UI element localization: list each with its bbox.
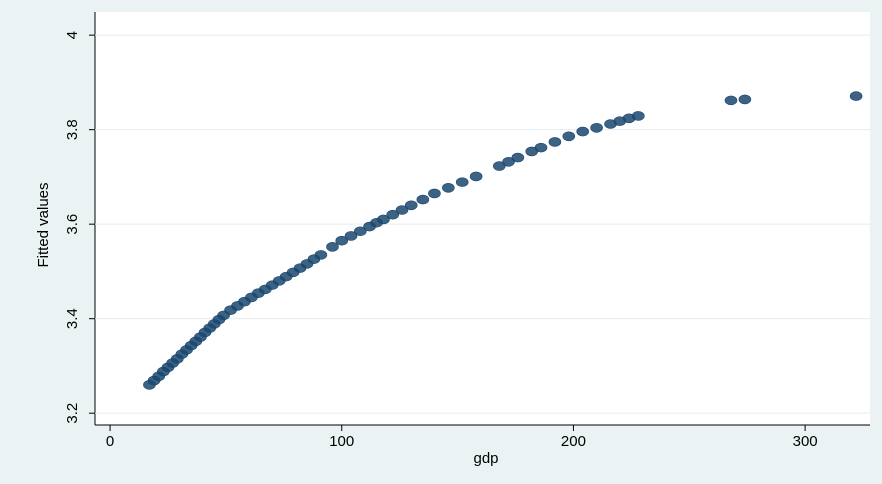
y-tick-label: 3.6 [64,214,81,235]
point [739,95,751,104]
y-tick-label: 4 [64,31,81,39]
point [512,153,524,162]
point [405,201,417,210]
point [591,123,603,132]
point [577,127,589,136]
point [535,143,547,152]
x-axis-label: gdp [473,450,498,467]
chart: gdp Fitted values 3.2 3.4 3.6 3.8 4 0 100 200 30… [0,0,882,484]
point [428,189,440,198]
y-tick-label: 3.2 [64,403,81,424]
point [725,96,737,105]
point [563,132,575,141]
x-tick-label: 100 [329,433,354,450]
y-tick-label: 3.4 [64,308,81,329]
point [315,250,327,259]
point [632,111,644,120]
y-axis-label: Fitted values [35,182,52,267]
point [456,178,468,187]
point [326,242,338,251]
point [470,172,482,181]
point [442,183,454,192]
point [417,195,429,204]
x-tick-label: 0 [106,433,114,450]
x-tick-label: 200 [561,433,586,450]
point [850,92,862,101]
page: gdp Fitted values 3.2 3.4 3.6 3.8 4 0 100 200 30… [0,0,882,484]
y-tick-label: 3.8 [64,119,81,140]
x-tick-label: 300 [793,433,818,450]
point [549,137,561,146]
plot-area [95,12,870,425]
